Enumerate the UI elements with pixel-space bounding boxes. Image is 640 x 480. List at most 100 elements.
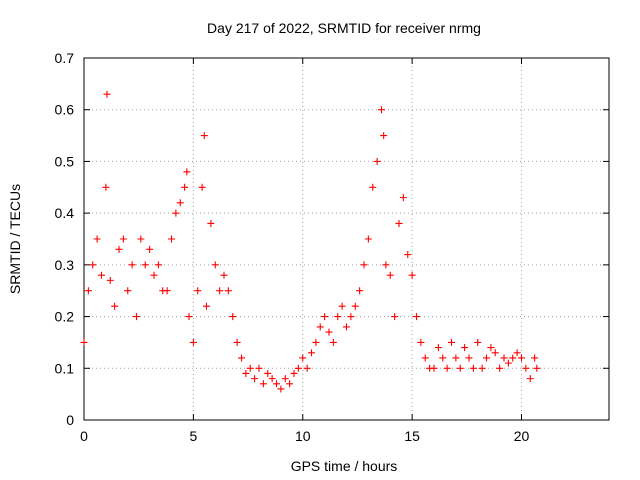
- data-point: [404, 251, 412, 259]
- data-point: [163, 287, 171, 295]
- data-point: [430, 364, 438, 372]
- data-point: [526, 375, 534, 383]
- data-point: [124, 287, 132, 295]
- data-point: [281, 375, 289, 383]
- data-point: [84, 287, 92, 295]
- data-point: [137, 235, 145, 243]
- data-point: [338, 302, 346, 310]
- data-point: [207, 219, 215, 227]
- data-point: [176, 199, 184, 207]
- x-axis-label: GPS time / hours: [291, 458, 398, 474]
- data-point: [461, 344, 469, 352]
- data-point: [119, 235, 127, 243]
- data-point: [294, 364, 302, 372]
- data-point: [238, 354, 245, 362]
- data-point: [533, 364, 541, 372]
- data-point: [469, 364, 477, 372]
- data-point: [246, 364, 254, 372]
- data-point: [185, 313, 193, 321]
- data-point: [200, 132, 208, 140]
- data-point: [115, 245, 123, 253]
- data-point: [434, 344, 442, 352]
- x-tick-label: 5: [189, 428, 197, 444]
- data-point: [329, 338, 337, 346]
- data-point: [456, 364, 464, 372]
- data-point: [351, 302, 359, 310]
- data-point: [189, 338, 197, 346]
- data-point: [483, 354, 490, 362]
- data-point: [233, 338, 241, 346]
- data-point: [98, 271, 105, 279]
- data-point: [380, 132, 388, 140]
- data-point: [106, 276, 114, 284]
- data-point: [382, 261, 390, 269]
- data-point: [303, 364, 311, 372]
- data-point: [364, 235, 372, 243]
- data-point: [500, 354, 508, 362]
- y-tick-label: 0.4: [55, 205, 75, 221]
- y-tick-label: 0.6: [55, 102, 75, 118]
- data-point: [504, 359, 512, 367]
- data-point: [255, 364, 263, 372]
- data-point: [373, 157, 381, 165]
- data-point: [491, 349, 499, 357]
- data-point: [321, 313, 329, 321]
- data-point: [133, 313, 140, 321]
- data-point: [443, 364, 451, 372]
- data-point: [93, 235, 101, 243]
- y-tick-label: 0.7: [55, 50, 75, 66]
- data-point: [80, 338, 88, 346]
- data-point: [378, 106, 385, 114]
- data-point: [478, 364, 486, 372]
- data-point: [439, 354, 447, 362]
- data-point: [273, 380, 280, 388]
- y-tick-label: 0.5: [55, 153, 75, 169]
- data-point: [299, 354, 307, 362]
- grid: [84, 58, 609, 420]
- axis-ticks: 0 5 10 15 20 0 0.1 0.2 0.3 0.4 0.5 0.6 0.7: [55, 50, 609, 444]
- data-point: [395, 219, 403, 227]
- data-point: [128, 261, 136, 269]
- y-tick-label: 0: [66, 412, 74, 428]
- data-point: [259, 380, 267, 388]
- data-point: [103, 90, 111, 98]
- data-point: [308, 349, 315, 357]
- data-point: [290, 369, 298, 377]
- data-point: [89, 261, 97, 269]
- data-point: [452, 354, 460, 362]
- data-point: [220, 271, 228, 279]
- data-point: [211, 261, 219, 269]
- data-point: [168, 235, 175, 243]
- y-tick-label: 0.2: [55, 309, 75, 325]
- data-point: [391, 313, 399, 321]
- data-point: [417, 338, 425, 346]
- data-point: [369, 183, 377, 191]
- data-point: [224, 287, 232, 295]
- data-point: [413, 313, 420, 321]
- data-point: [277, 385, 285, 393]
- data-point: [487, 344, 495, 352]
- x-tick-label: 0: [80, 428, 88, 444]
- x-tick-label: 15: [404, 428, 420, 444]
- data-point: [312, 338, 320, 346]
- x-tick-label: 10: [295, 428, 311, 444]
- data-point: [242, 369, 250, 377]
- data-point: [183, 168, 191, 176]
- data-point: [146, 245, 154, 253]
- data-point: [360, 261, 368, 269]
- data-point: [334, 313, 342, 321]
- data-point: [474, 338, 482, 346]
- x-tick-label: 20: [514, 428, 530, 444]
- data-point: [386, 271, 394, 279]
- data-point: [102, 183, 110, 191]
- data-point: [268, 375, 276, 383]
- data-point: [198, 183, 206, 191]
- data-point: [251, 375, 259, 383]
- y-axis-label: SRMTID / TECUs: [7, 184, 23, 294]
- data-point: [194, 287, 202, 295]
- data-point: [181, 183, 189, 191]
- data-point: [421, 354, 429, 362]
- data-point: [325, 328, 333, 336]
- data-point: [513, 349, 521, 357]
